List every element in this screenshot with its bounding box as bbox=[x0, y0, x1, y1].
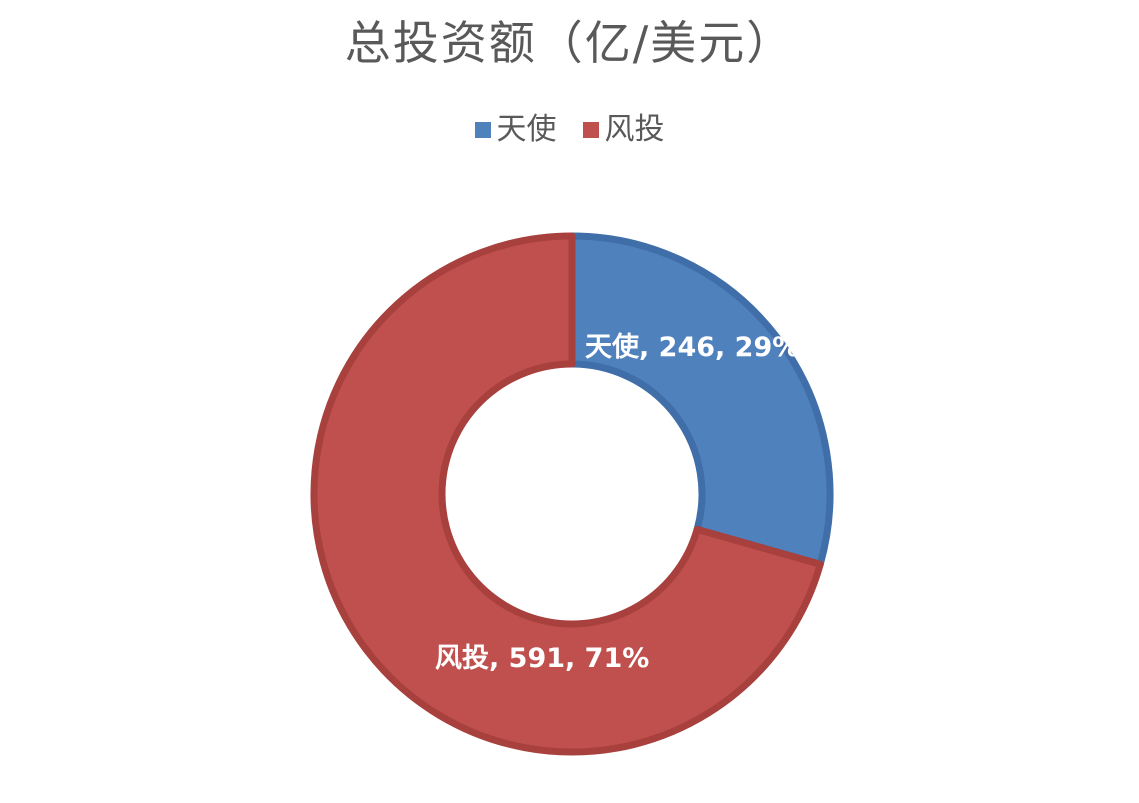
doughnut-data-labels: 天使, 246, 29% 风投, 591, 71% bbox=[435, 332, 799, 674]
data-label-angel: 天使, 246, 29% bbox=[585, 332, 799, 363]
doughnut-slices bbox=[310, 232, 834, 756]
legend-item-vc: 风投 bbox=[582, 110, 665, 150]
doughnut-slice-angel bbox=[568, 232, 834, 568]
legend-label-angel: 天使 bbox=[496, 112, 557, 147]
legend-swatch-angel bbox=[474, 122, 491, 138]
legend-item-angel: 天使 bbox=[474, 110, 557, 150]
legend-swatch-vc bbox=[582, 122, 599, 138]
chart-title: 总投资额（亿/美元） bbox=[344, 16, 795, 70]
legend-label-vc: 风投 bbox=[604, 112, 665, 147]
data-label-vc: 风投, 591, 71% bbox=[435, 643, 649, 674]
doughnut-slice-vc bbox=[310, 232, 824, 756]
chart-legend: 天使 风投 bbox=[0, 110, 1139, 150]
